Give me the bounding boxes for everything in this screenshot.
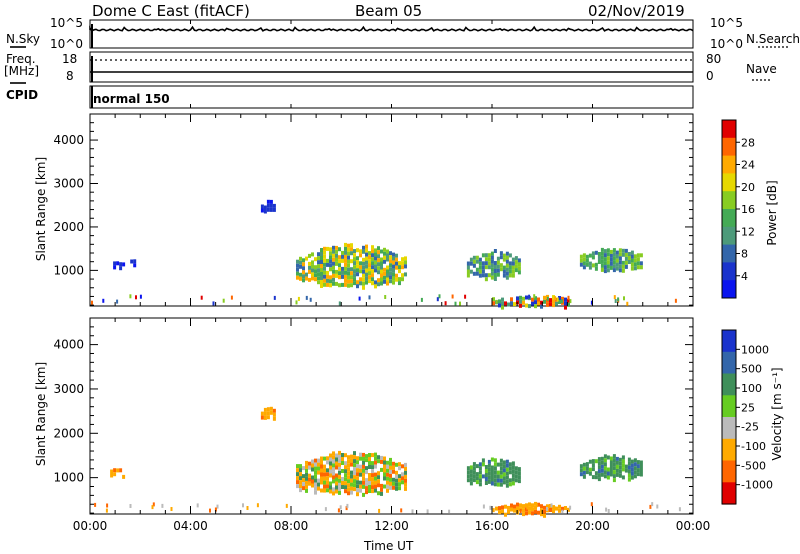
xtick-label-2: 08:00: [274, 519, 309, 533]
colorbar-velocity-tick-label-4: -25: [741, 421, 759, 434]
xtick-label-5: 20:00: [575, 519, 610, 533]
echo-region-vel-5: [579, 454, 643, 483]
ytick-label-power-3: 4000: [53, 133, 84, 147]
plot-title: Dome C East (fitACF): [92, 2, 250, 20]
colorbar-power-tick-label-3: 16: [741, 203, 755, 216]
noise-tick-low-left: 10^0: [50, 37, 83, 51]
colorbar-power-swatch-8: [722, 262, 736, 281]
ytick-label-power-0: 1000: [53, 263, 84, 277]
echo-region-vel-4: [495, 501, 570, 518]
echo-region-vel-0: [110, 468, 126, 479]
echo-region-power-0: [113, 261, 126, 271]
colorbar-power-swatch-2: [722, 155, 736, 174]
freq-label: Freq.: [6, 52, 36, 66]
nsky-series: [89, 25, 694, 32]
colorbar-power-swatch-5: [722, 209, 736, 228]
colorbar-power-tick-label-2: 20: [741, 181, 755, 194]
echo-region-vel-1: [260, 406, 276, 421]
xaxis-label: Time UT: [364, 539, 414, 553]
colorbar-power-tick-label-4: 12: [741, 225, 755, 238]
noise-tick-low-right: 10^0: [710, 37, 743, 51]
noise-tick-high-right: 10^5: [710, 16, 743, 30]
colorbar-velocity-tick-label-0: 1000: [741, 343, 769, 356]
echo-region-power-1: [130, 259, 137, 268]
ytick-label-power-2: 3000: [53, 177, 84, 191]
colorbar-velocity-swatch-2: [722, 373, 736, 396]
echo-region-vel-3: [466, 457, 521, 488]
colorbar-power-swatch-1: [722, 137, 736, 157]
colorbar-power-tick-label-0: 28: [741, 136, 755, 149]
colorbar-velocity-swatch-5: [722, 438, 736, 462]
noise-strip-frame: [89, 19, 694, 49]
colorbar-velocity-swatch-1: [722, 351, 736, 375]
colorbar-velocity-tick-label-5: -100: [741, 440, 766, 453]
colorbar-velocity-swatch-4: [722, 417, 736, 440]
colorbar-velocity-tick-label-3: 25: [741, 401, 755, 414]
nave-tick-low: 0: [706, 69, 714, 83]
xtick-label-0: 00:00: [73, 519, 108, 533]
colorbar-velocity-frame: [721, 329, 737, 505]
echo-region-power-3: [296, 242, 407, 290]
date-label: 02/Nov/2019: [588, 2, 685, 20]
ytick-label-power-1: 2000: [53, 220, 84, 234]
colorbar-velocity-swatch-7: [722, 482, 736, 505]
nave-label: Nave: [746, 62, 777, 76]
ground-scatter-power: [91, 294, 677, 306]
ytick-label-vel-0: 1000: [53, 471, 84, 485]
colorbar-power-tick-label-1: 24: [741, 159, 755, 172]
echo-region-vel-2: [296, 450, 407, 497]
colorbar-velocity-swatch-3: [722, 395, 736, 418]
colorbar-power-tick-label-6: 4: [741, 270, 748, 283]
beam-label: Beam 05: [355, 2, 423, 20]
colorbar-power-swatch-9: [722, 280, 736, 299]
cpid-label: CPID: [6, 88, 39, 102]
colorbar-power-tick-label-5: 8: [741, 248, 748, 261]
ytick-label-vel-3: 4000: [53, 338, 84, 352]
nsky-label: N.Sky: [6, 32, 41, 46]
echo-region-power-2: [260, 199, 276, 214]
colorbar-velocity-tick-label-2: 100: [741, 382, 762, 395]
ytick-label-vel-2: 3000: [53, 382, 84, 396]
freq-unit-label: [MHz]: [4, 64, 40, 78]
colorbar-power-swatch-4: [722, 191, 736, 210]
echo-region-power-6: [579, 247, 643, 274]
colorbar-velocity-tick-label-1: 500: [741, 363, 762, 376]
freq-tick-low: 8: [66, 69, 74, 83]
xtick-label-6: 00:00: [676, 519, 711, 533]
freq-strip-frame: [89, 51, 694, 83]
ground-scatter-vel: [94, 502, 681, 514]
colorbar-power-swatch-6: [722, 226, 736, 246]
ytick-label-vel-1: 2000: [53, 426, 84, 440]
nsearch-label: N.Search: [746, 32, 800, 46]
colorbar-velocity-swatch-0: [722, 330, 736, 353]
colorbar-velocity-tick-label-6: -500: [741, 459, 766, 472]
xtick-label-3: 12:00: [374, 519, 409, 533]
nave-tick-high: 80: [706, 52, 722, 66]
xtick-label-1: 04:00: [173, 519, 208, 533]
noise-tick-high-left: 10^5: [50, 16, 83, 30]
cpid-value: normal 150: [93, 92, 170, 106]
colorbar-power-swatch-0: [722, 120, 736, 139]
echo-region-power-4: [466, 249, 521, 282]
freq-tick-high: 18: [62, 52, 78, 66]
colorbar-power-swatch-3: [722, 173, 736, 192]
colorbar-velocity-tick-label-7: -1000: [741, 479, 773, 492]
xtick-label-4: 16:00: [475, 519, 510, 533]
colorbar-power-swatch-7: [722, 244, 736, 263]
colorbar-velocity-swatch-6: [722, 460, 736, 483]
